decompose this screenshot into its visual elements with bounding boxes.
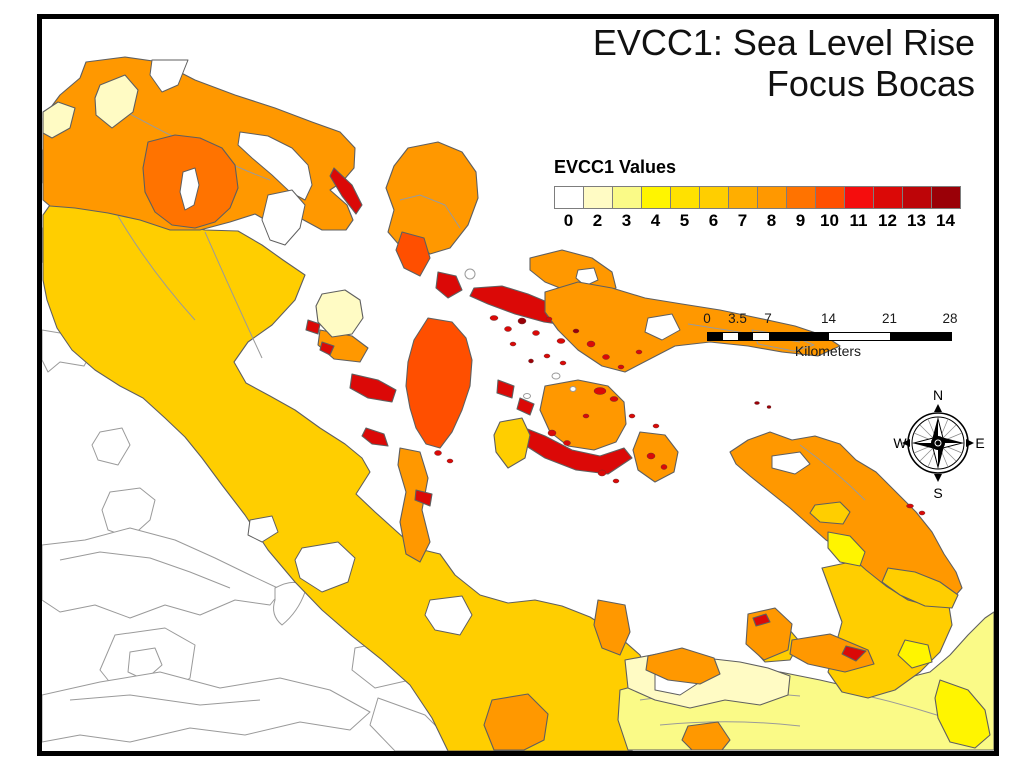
- map-region: [544, 281, 841, 373]
- island-cristobal-group: [405, 317, 473, 449]
- legend-swatch: [931, 186, 961, 209]
- map-region: [305, 319, 321, 335]
- legend-class-label: 0: [563, 211, 574, 230]
- scale-bar-unit: Kilometers: [794, 343, 862, 359]
- legend-class-label: 11: [849, 211, 868, 230]
- map-region: [516, 397, 535, 416]
- south-coast-group: [483, 599, 875, 751]
- map-region: [414, 489, 433, 507]
- legend-labels: 0 2 3 4 5 6 7 8 9 10 11 12 13 14: [554, 211, 961, 231]
- legend-class-label: 9: [795, 211, 806, 230]
- coast-strip-group: [397, 447, 433, 563]
- map-region: [319, 341, 335, 356]
- map-region: [897, 639, 933, 669]
- compass-graphic: [902, 404, 974, 482]
- legend-title: EVCC1 Values: [554, 157, 677, 177]
- northwest-orange-group: [42, 56, 363, 246]
- map-region: [789, 633, 875, 673]
- island-popa-group: [729, 431, 963, 609]
- map-region: [881, 567, 959, 609]
- map-region: [329, 167, 363, 215]
- compass-south-label: S: [933, 485, 942, 501]
- compass-west-label: W: [893, 435, 907, 451]
- map-region: [645, 647, 721, 685]
- map-region: [42, 101, 76, 139]
- island-bastimentos-group: [469, 249, 841, 373]
- legend-class-label: 7: [737, 211, 748, 230]
- map-region: [42, 204, 651, 751]
- contour-land-group: [42, 149, 456, 751]
- legend-ramp: [554, 186, 961, 209]
- scale-bar-tick: 0: [703, 311, 711, 326]
- map-region: [681, 721, 731, 751]
- map-frame: [37, 14, 999, 756]
- legend-swatch: [554, 186, 584, 209]
- island-colon-group: [385, 141, 479, 299]
- map-region: [841, 645, 867, 662]
- legend-swatch: [873, 186, 903, 209]
- compass-north-label: N: [933, 387, 943, 403]
- map-region: [385, 141, 479, 255]
- map-region: [94, 74, 139, 129]
- map-region: [405, 317, 473, 449]
- map-region: [397, 447, 431, 563]
- compass-rose: N S W E: [893, 387, 984, 501]
- legend-class-label: 3: [621, 211, 632, 230]
- legend-class-label: 6: [708, 211, 719, 230]
- legend-swatch: [844, 186, 874, 209]
- map-region: [361, 427, 389, 447]
- legend-swatch: [670, 186, 700, 209]
- map-region: [752, 613, 771, 627]
- legend-class-label: 10: [820, 211, 839, 230]
- mainland-gold-group: [42, 204, 651, 751]
- legend-class-label: 8: [766, 211, 777, 230]
- map-region: [349, 373, 397, 403]
- legend-class-label: 4: [650, 211, 661, 230]
- legend-class-label: 14: [936, 211, 955, 230]
- map-region: [934, 679, 991, 749]
- map-region: [435, 271, 463, 299]
- map-region: [827, 531, 866, 567]
- map-region: [395, 231, 431, 277]
- map-region: [496, 379, 515, 399]
- legend-class-label: 13: [907, 211, 926, 230]
- legend-swatch: [641, 186, 671, 209]
- map-title-line1: EVCC1: Sea Level Rise: [592, 22, 975, 63]
- map-region: [593, 599, 631, 656]
- legend: EVCC1 Values 0 2 3 4 5 6 7 8 9 10 11 12 13 14: [554, 157, 961, 231]
- map-canvas: [42, 56, 994, 751]
- legend-class-label: 5: [679, 211, 690, 230]
- scale-bar: 0 3.5 7 14 21 28 Kilometers: [700, 311, 960, 363]
- legend-swatch: [699, 186, 729, 209]
- scale-bar-graphic: [707, 332, 952, 341]
- legend-class-label: 12: [878, 211, 897, 230]
- legend-swatch: [902, 186, 932, 209]
- map-title-line2: Focus Bocas: [766, 63, 975, 104]
- legend-class-label: 2: [592, 211, 603, 230]
- scale-bar-tick: 7: [764, 311, 772, 326]
- legend-swatch: [728, 186, 758, 209]
- map-region: [809, 501, 851, 525]
- legend-swatch: [786, 186, 816, 209]
- legend-swatch: [583, 186, 613, 209]
- scale-bar-tick: 14: [820, 311, 837, 326]
- island-carenero-group: [305, 289, 397, 447]
- legend-swatch: [815, 186, 845, 209]
- map-region: [315, 289, 364, 338]
- cay-speckles-group: [434, 315, 926, 516]
- map-region: [483, 693, 549, 751]
- scale-bar-tick: 3.5: [728, 311, 747, 326]
- map-region: [493, 417, 531, 469]
- scale-bar-tick: 21: [881, 311, 898, 326]
- map-title: EVCC1: Sea Level Rise Focus Bocas: [593, 22, 975, 104]
- legend-swatch: [612, 186, 642, 209]
- map-region: [632, 431, 679, 483]
- scale-bar-tick: 28: [942, 311, 958, 326]
- legend-swatch: [757, 186, 787, 209]
- compass-east-label: E: [975, 435, 984, 451]
